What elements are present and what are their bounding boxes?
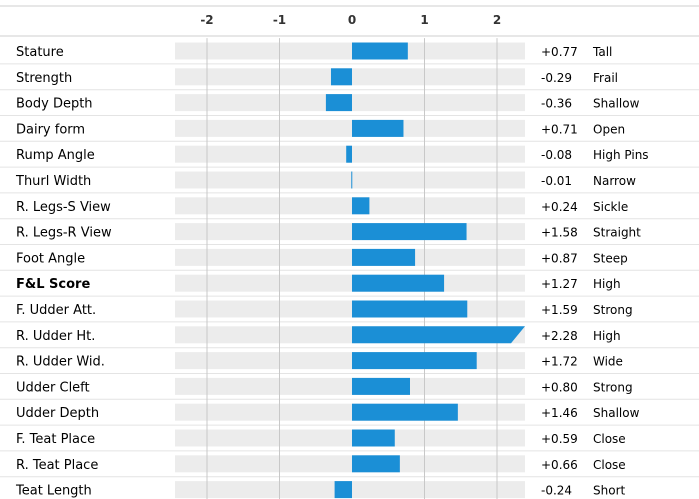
bar — [352, 326, 525, 344]
data-value-label: +1.58 — [541, 226, 578, 240]
data-value-label: +0.77 — [541, 45, 578, 59]
bar-track — [175, 429, 525, 447]
trait-descriptor: Strong — [593, 380, 633, 394]
bar-track — [175, 42, 525, 60]
gridlines — [206, 38, 498, 499]
x-tick-label: 1 — [420, 13, 428, 27]
data-value-label: +0.24 — [541, 200, 578, 214]
bar-track — [175, 197, 525, 215]
data-value-label: +1.27 — [541, 277, 578, 291]
data-value-label: +0.66 — [541, 458, 578, 472]
trait-label: Stature — [16, 45, 64, 60]
bars — [325, 42, 525, 499]
trait-descriptor: Steep — [593, 251, 628, 265]
trait-descriptor: High — [593, 277, 621, 291]
data-value-label: +0.71 — [541, 122, 578, 136]
bar — [352, 455, 400, 473]
trait-label: Rump Angle — [16, 148, 95, 163]
bar-track — [175, 403, 525, 421]
data-value-label: -0.08 — [541, 148, 572, 162]
data-value-label: -0.01 — [541, 174, 572, 188]
bar — [352, 377, 410, 395]
data-value-label: -0.24 — [541, 484, 572, 498]
data-value-label: +0.59 — [541, 432, 578, 446]
trait-label: Body Depth — [16, 97, 93, 112]
bar — [352, 403, 458, 421]
bar — [346, 145, 352, 163]
trait-descriptor: Narrow — [593, 174, 636, 188]
data-value-label: +1.59 — [541, 303, 578, 317]
data-value-label: -0.29 — [541, 71, 572, 85]
trait-label: R. Legs-R View — [16, 226, 112, 241]
bar — [352, 223, 467, 241]
trait-descriptor: Strong — [593, 303, 633, 317]
trait-label: Foot Angle — [16, 251, 85, 266]
bar-track — [175, 248, 525, 266]
bar — [352, 119, 404, 137]
trait-label: Thurl Width — [15, 174, 91, 189]
bar-track — [175, 274, 525, 292]
x-axis-ticks: -2 -1 0 1 2 — [0, 5, 699, 37]
x-tick-label: 0 — [348, 13, 356, 27]
trait-descriptor: Sickle — [593, 200, 628, 214]
bar-track — [175, 171, 525, 189]
trait-descriptor: Shallow — [593, 406, 640, 420]
x-tick-label: -2 — [200, 13, 213, 27]
bar-track — [175, 223, 525, 241]
trait-label: R. Legs-S View — [16, 200, 111, 215]
data-value-label: +0.87 — [541, 251, 578, 265]
trait-label: Udder Depth — [16, 406, 99, 421]
x-tick-label: 2 — [493, 13, 501, 27]
trait-descriptor: Wide — [593, 355, 623, 369]
trait-label: F&L Score — [16, 277, 90, 292]
trait-label: Dairy form — [16, 122, 85, 137]
trait-label: R. Udder Wid. — [16, 355, 105, 370]
trait-label: Teat Length — [15, 484, 92, 499]
trait-descriptor: Straight — [593, 226, 641, 240]
bar — [352, 197, 370, 215]
data-value-label: +1.72 — [541, 355, 578, 369]
trait-label: F. Udder Att. — [16, 303, 96, 318]
data-value-label: +0.80 — [541, 380, 578, 394]
trait-descriptor: Shallow — [593, 97, 640, 111]
bar-track — [175, 119, 525, 137]
x-tick-label: -1 — [273, 13, 286, 27]
data-value-label: -0.36 — [541, 97, 572, 111]
trait-descriptor: High Pins — [593, 148, 649, 162]
bar-track — [175, 377, 525, 395]
bar-track — [175, 300, 525, 318]
trait-descriptor: Close — [593, 458, 626, 472]
bar — [330, 68, 352, 86]
trait-descriptor: High — [593, 329, 621, 343]
trait-label: Strength — [16, 71, 72, 86]
bar — [352, 42, 408, 60]
data-value-label: +1.46 — [541, 406, 578, 420]
trait-label: Udder Cleft — [16, 380, 90, 395]
bar — [352, 248, 416, 266]
trait-label: F. Teat Place — [16, 432, 95, 447]
trait-label: R. Udder Ht. — [16, 329, 95, 344]
bar — [334, 481, 352, 499]
bar — [352, 429, 395, 447]
bar — [325, 94, 352, 112]
bar — [352, 274, 445, 292]
trait-descriptor: Frail — [593, 71, 618, 85]
trait-descriptor: Short — [593, 484, 625, 498]
bar-track — [175, 455, 525, 473]
bar — [352, 300, 468, 318]
bar — [352, 352, 477, 370]
trait-label: R. Teat Place — [16, 458, 98, 473]
data-value-label: +2.28 — [541, 329, 578, 343]
trait-descriptor: Tall — [592, 45, 612, 59]
trait-descriptor: Close — [593, 432, 626, 446]
trait-descriptor: Open — [593, 122, 625, 136]
bar — [351, 171, 353, 189]
